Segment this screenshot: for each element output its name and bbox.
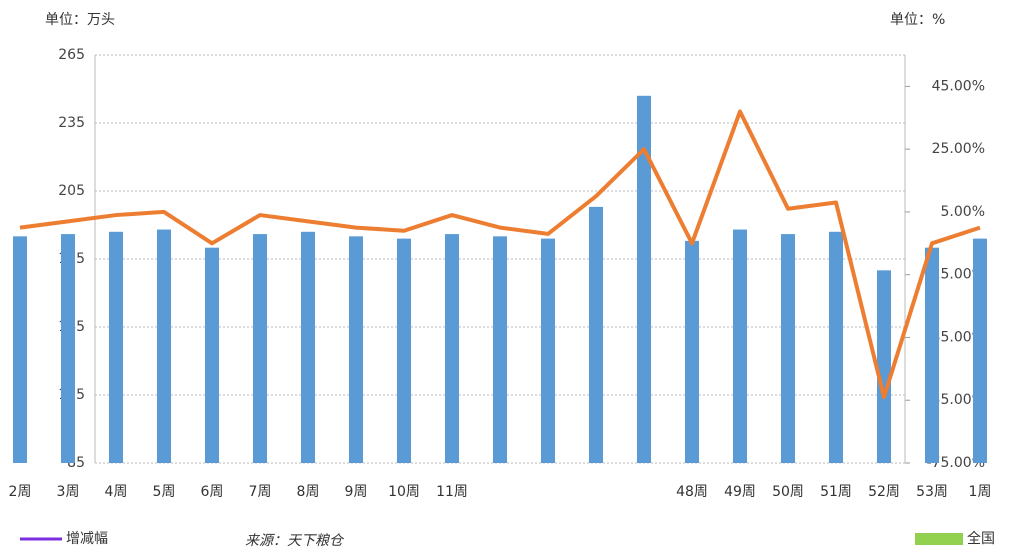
bar xyxy=(973,238,987,463)
bar xyxy=(109,231,123,463)
x-tick-label: 4周 xyxy=(105,484,128,500)
y-tick-label: 235 xyxy=(58,115,85,131)
x-tick-label: 5周 xyxy=(153,484,176,500)
y-tick-label: 205 xyxy=(58,183,85,199)
bar xyxy=(781,234,795,463)
x-tick-label: 3周 xyxy=(57,484,80,500)
legend-label: 全国 xyxy=(967,530,995,547)
line xyxy=(19,109,981,400)
x-tick-label: 8周 xyxy=(297,484,320,500)
source: 来源：天下粮仓 xyxy=(245,533,345,549)
bar xyxy=(445,234,459,463)
y2-tick-label: -75.00% xyxy=(927,455,985,471)
left-unit: 单位：万头 xyxy=(45,12,115,28)
bar xyxy=(205,247,219,463)
x-tick-label: 11周 xyxy=(436,484,468,500)
bar xyxy=(685,240,699,463)
y2-tick-label: 45.00% xyxy=(932,78,985,94)
x-tick-label: 2周 xyxy=(9,484,32,500)
x-tick-label: 48周 xyxy=(676,484,708,500)
x-tick-label: 50周 xyxy=(772,484,804,500)
legend-label: 增减幅 xyxy=(66,531,108,547)
bar xyxy=(829,231,843,463)
y2-tick-label: 25.00% xyxy=(932,141,985,157)
bar xyxy=(493,236,507,463)
legend-swatch xyxy=(915,533,963,545)
y2-tick-label: -15.00% xyxy=(927,267,985,283)
bar xyxy=(397,238,411,463)
y2-tick-label: -55.00% xyxy=(927,392,985,408)
bar xyxy=(349,236,363,463)
y2-tick-label: -35.00% xyxy=(927,329,985,345)
x-tick-label: 51周 xyxy=(820,484,852,500)
bar xyxy=(13,236,27,463)
right-unit: 单位：% xyxy=(890,12,945,28)
bar xyxy=(253,234,267,463)
bar xyxy=(733,229,747,463)
x-tick-label: 6周 xyxy=(201,484,224,500)
bar xyxy=(925,247,939,463)
x-tick-label: 10周 xyxy=(388,484,420,500)
bar xyxy=(541,238,555,463)
bar xyxy=(157,229,171,463)
x-tick-label: 53周 xyxy=(916,484,948,500)
bar xyxy=(61,234,75,463)
x-tick-label: 7周 xyxy=(249,484,272,500)
bar xyxy=(637,95,651,464)
x-tick-label: 49周 xyxy=(724,484,756,500)
x-tick-label: 52周 xyxy=(868,484,900,500)
bar xyxy=(589,206,603,463)
bar xyxy=(877,270,891,463)
x-tick-label: 1周 xyxy=(969,484,992,500)
bar xyxy=(301,231,315,463)
y2-tick-label: 5.00% xyxy=(941,204,985,220)
x-tick-label: 9周 xyxy=(345,484,368,500)
y-tick-label: 265 xyxy=(58,47,85,63)
